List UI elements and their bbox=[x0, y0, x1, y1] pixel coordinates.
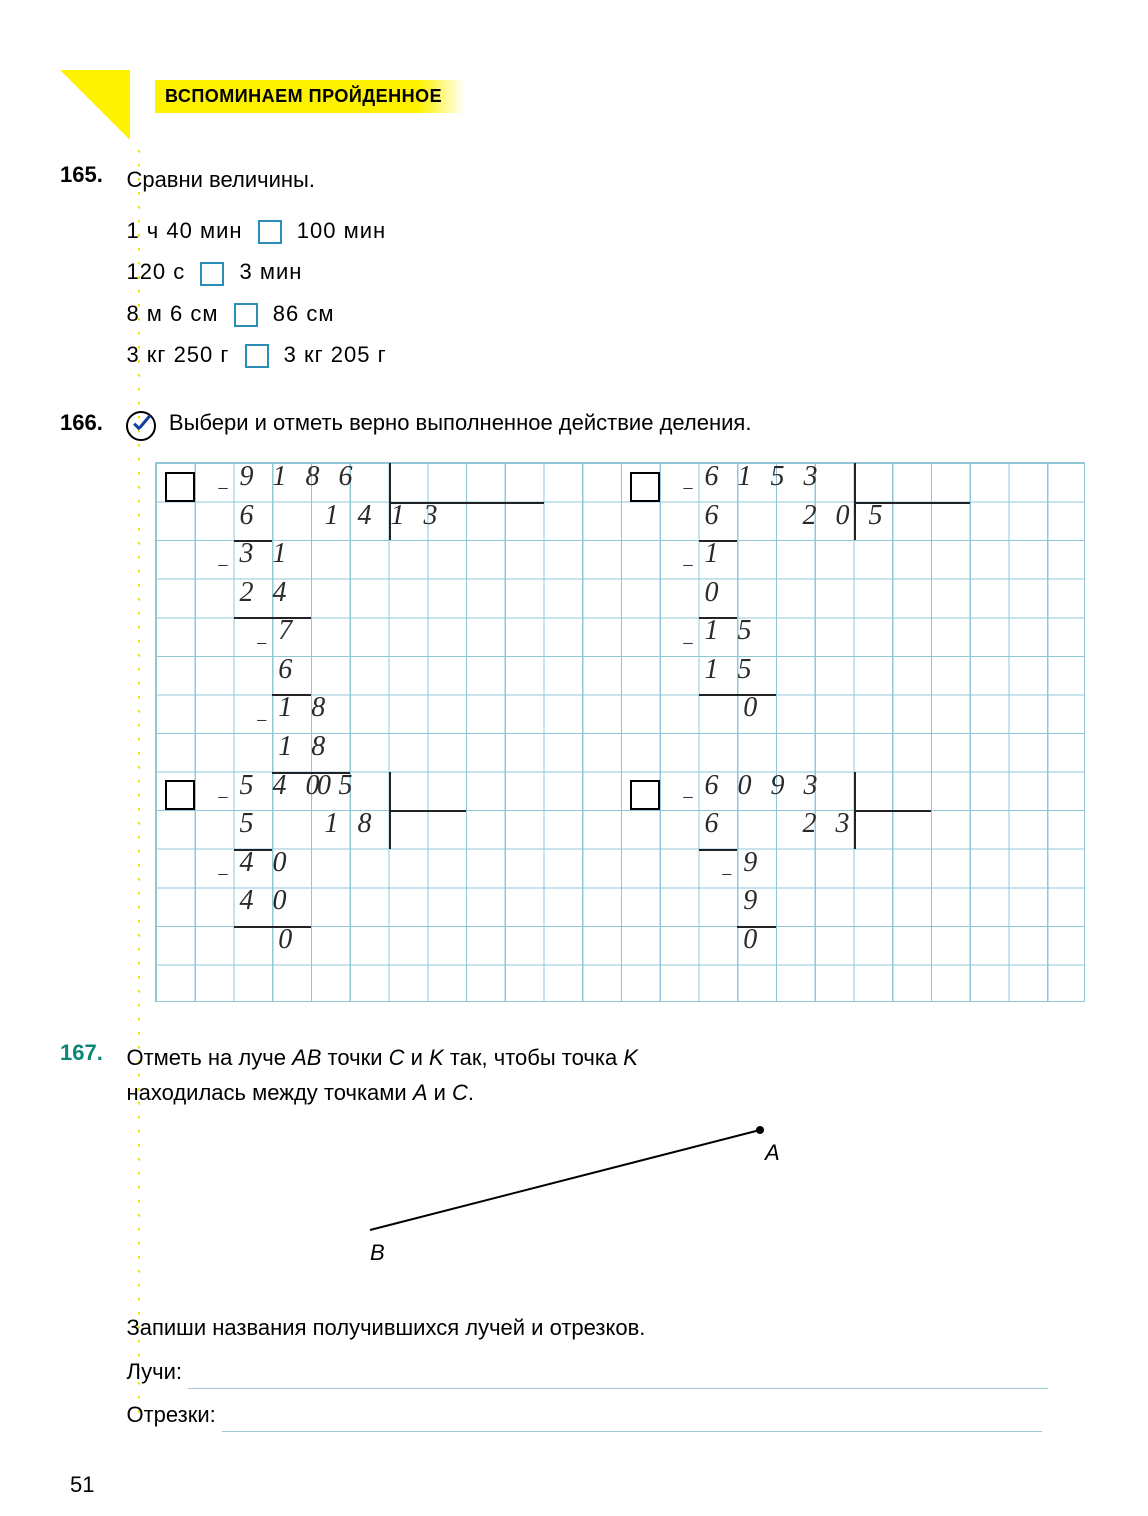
minus-sign: − bbox=[681, 787, 701, 810]
problem-166-text: Выбери и отметь верно выполненное действ… bbox=[169, 410, 752, 435]
problem-165: 165. Сравни величины. 1 ч 40 мин 100 мин… bbox=[60, 162, 1088, 378]
handwritten-digits: 9 bbox=[743, 847, 763, 879]
minus-sign: − bbox=[216, 555, 236, 578]
division-checkbox[interactable] bbox=[630, 472, 660, 502]
handwritten-digits: 0 bbox=[278, 924, 298, 956]
division-checkbox[interactable] bbox=[630, 780, 660, 810]
handwritten-digits: 6 0 9 3 bbox=[705, 770, 824, 802]
handwritten-digits: 1 8 bbox=[278, 692, 331, 724]
minus-sign: − bbox=[720, 864, 740, 887]
compare-box[interactable] bbox=[200, 262, 224, 286]
division-checkbox[interactable] bbox=[165, 472, 195, 502]
division-underline bbox=[699, 849, 738, 851]
handwritten-digits: 6 2 3 bbox=[705, 808, 856, 840]
division-underline bbox=[699, 694, 777, 696]
handwritten-digits: 5 4 0 5 bbox=[240, 770, 359, 802]
compare-box[interactable] bbox=[245, 344, 269, 368]
division-bracket-h bbox=[389, 502, 544, 504]
division-underline bbox=[699, 540, 738, 542]
problem-165-text: Сравни величины. bbox=[126, 167, 315, 192]
division-bracket-h bbox=[854, 502, 970, 504]
minus-sign: − bbox=[681, 555, 701, 578]
point-b-label: B bbox=[370, 1235, 385, 1270]
point-a-label: A bbox=[765, 1135, 780, 1170]
minus-sign: − bbox=[681, 633, 701, 656]
compare-row-3: 8 м 6 см 86 см bbox=[126, 296, 1086, 331]
rays-answer-field[interactable] bbox=[188, 1361, 1048, 1389]
section-header: ВСПОМИНАЕМ ПРОЙДЕННОЕ bbox=[155, 80, 465, 113]
page-number: 51 bbox=[70, 1472, 94, 1498]
division-underline bbox=[234, 540, 273, 542]
problem-166: 166. Выбери и отметь верно выполненное д… bbox=[60, 410, 1088, 441]
division-bracket-h bbox=[389, 810, 467, 812]
compare-box[interactable] bbox=[234, 303, 258, 327]
handwritten-digits: 5 1 8 bbox=[240, 808, 378, 840]
handwritten-digits: 6 1 4 1 3 bbox=[240, 500, 444, 532]
segments-label: Отрезки: bbox=[126, 1402, 215, 1427]
division-underline bbox=[234, 926, 312, 928]
compare-box[interactable] bbox=[258, 220, 282, 244]
handwritten-digits: 9 bbox=[743, 885, 763, 917]
division-underline bbox=[272, 694, 311, 696]
minus-sign: − bbox=[681, 478, 701, 501]
segments-answer-field[interactable] bbox=[222, 1404, 1042, 1432]
rays-label: Лучи: bbox=[126, 1359, 182, 1384]
checkmark-icon bbox=[126, 411, 156, 441]
problem-number-167: 167. bbox=[60, 1040, 122, 1066]
handwritten-digits: 9 1 8 6 bbox=[240, 461, 359, 493]
handwritten-digits: 1 8 bbox=[278, 731, 331, 763]
handwritten-digits: 4 0 bbox=[240, 885, 293, 917]
handwritten-digits: 4 0 bbox=[240, 847, 293, 879]
handwritten-digits: 1 bbox=[705, 538, 725, 570]
handwritten-digits: 7 bbox=[278, 615, 298, 647]
problem-number-165: 165. bbox=[60, 162, 122, 188]
handwritten-digits: 6 2 0 5 bbox=[705, 500, 889, 532]
minus-sign: − bbox=[255, 633, 275, 656]
handwritten-digits: 1 5 bbox=[705, 615, 758, 647]
division-grid: 9 1 8 66 1 4 1 33 12 4761 81 80−−−−6 1 5… bbox=[155, 462, 1085, 1002]
handwritten-digits: 2 4 bbox=[240, 577, 293, 609]
problem-167: 167. Отметь на луче AB точки C и K так, … bbox=[60, 1040, 1088, 1432]
division-underline bbox=[234, 617, 312, 619]
problem-167-instr2: Запиши названия получившихся лучей и отр… bbox=[126, 1315, 645, 1340]
handwritten-digits: 0 bbox=[743, 924, 763, 956]
compare-row-4: 3 кг 250 г 3 кг 205 г bbox=[126, 337, 1086, 372]
division-underline bbox=[699, 617, 738, 619]
division-underline bbox=[737, 926, 776, 928]
handwritten-digits: 1 5 bbox=[705, 654, 758, 686]
handwritten-digits: 0 bbox=[705, 577, 725, 609]
handwritten-digits: 6 1 5 3 bbox=[705, 461, 824, 493]
handwritten-digits: 0 bbox=[743, 692, 763, 724]
section-triangle bbox=[60, 70, 130, 140]
division-checkbox[interactable] bbox=[165, 780, 195, 810]
handwritten-digits: 6 bbox=[278, 654, 298, 686]
minus-sign: − bbox=[216, 478, 236, 501]
division-bracket-h bbox=[854, 810, 932, 812]
minus-sign: − bbox=[216, 864, 236, 887]
division-underline bbox=[234, 849, 273, 851]
compare-row-2: 120 с 3 мин bbox=[126, 254, 1086, 289]
ray-ab-diagram bbox=[320, 1115, 820, 1245]
minus-sign: − bbox=[216, 787, 236, 810]
handwritten-digits: 3 1 bbox=[240, 538, 293, 570]
compare-row-1: 1 ч 40 мин 100 мин bbox=[126, 213, 1086, 248]
problem-number-166: 166. bbox=[60, 410, 122, 436]
minus-sign: − bbox=[255, 710, 275, 733]
